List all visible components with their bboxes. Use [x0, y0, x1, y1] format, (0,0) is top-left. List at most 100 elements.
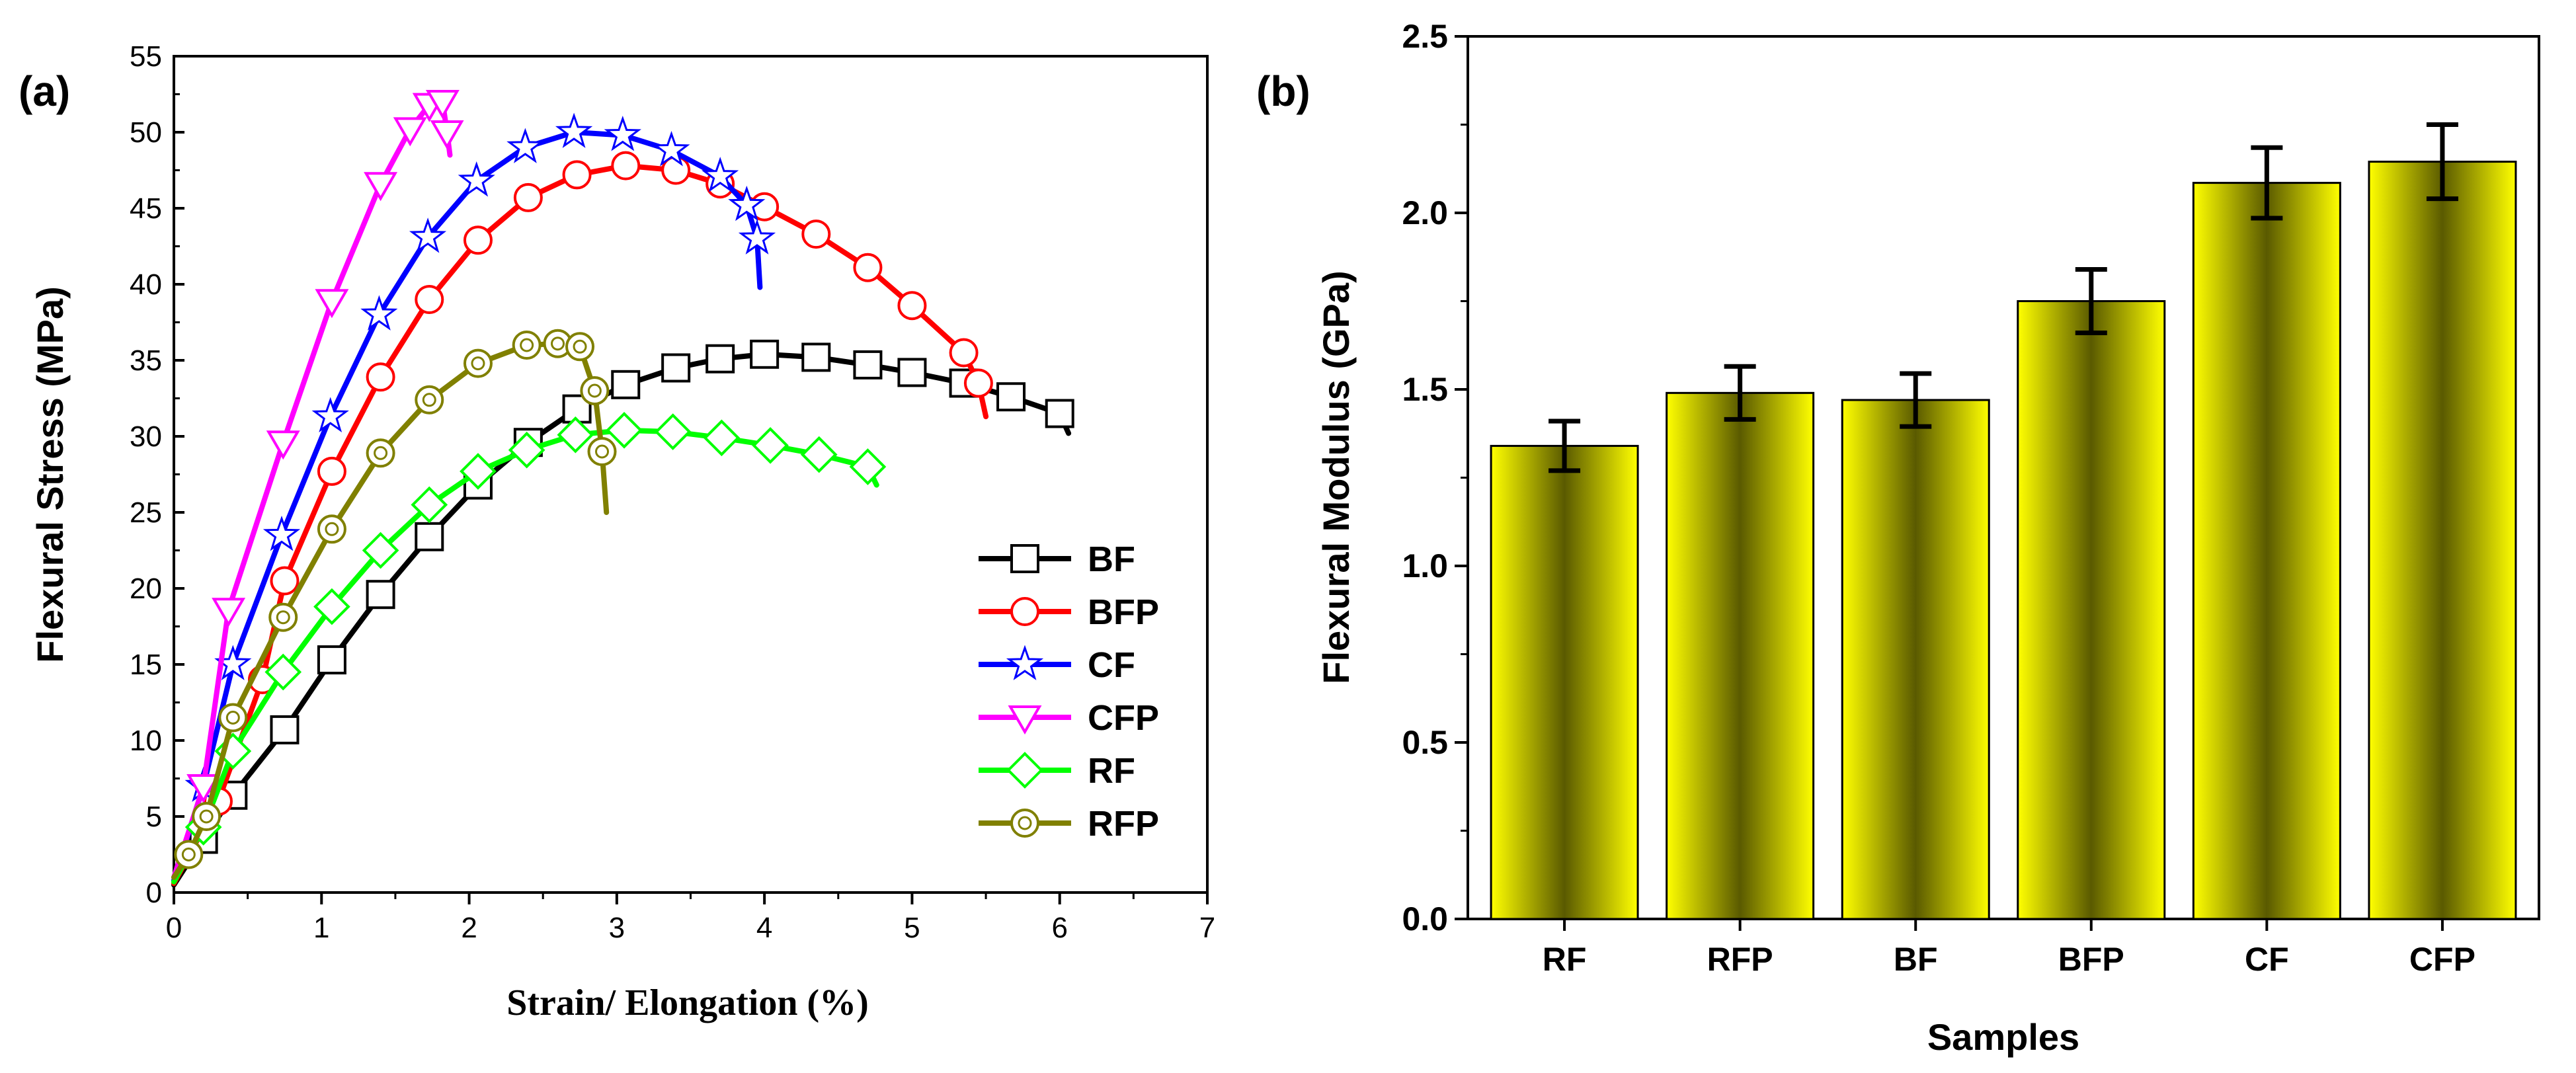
series-bfp-point — [611, 151, 641, 180]
series-cf-point — [458, 161, 495, 197]
series-rf-point — [313, 588, 350, 625]
legend-marker-rfp — [1010, 809, 1039, 838]
panel-b-y-tick-label: 1.5 — [1402, 371, 1448, 408]
series-bfp-point — [463, 225, 493, 255]
series-rfp-point-ring — [366, 438, 395, 468]
bar-bf — [1841, 371, 1990, 920]
series-bfp-point — [317, 456, 346, 486]
series-cf-point — [262, 515, 301, 551]
series-bfp-point — [513, 182, 543, 212]
panel-b-y-tick-label: 2.5 — [1402, 18, 1448, 55]
legend-label-bf: BF — [1088, 539, 1135, 579]
series-cfp-point — [186, 774, 221, 803]
series-rfp-point-ring — [512, 331, 542, 360]
panel-b-y-tick-label: 0.0 — [1402, 900, 1448, 937]
panel-a-y-tick-label: 20 — [130, 573, 162, 605]
bar-rf — [1490, 418, 1639, 920]
series-cf-point — [653, 131, 690, 167]
panel-a-y-tick-label: 25 — [130, 497, 162, 529]
legend-item-bf: BF — [979, 539, 1135, 579]
legend-item-cf: CF — [979, 645, 1135, 685]
panel-a-x-tick-label: 5 — [904, 912, 920, 944]
series-rfp-point-ring — [218, 703, 248, 733]
legend-label-rfp: RFP — [1088, 804, 1159, 844]
series-rfp-point — [463, 348, 493, 378]
legend-item-rf: RF — [979, 751, 1135, 791]
series-rf-point — [849, 448, 887, 485]
bar-bfp — [2017, 266, 2166, 920]
series-cf-point — [360, 295, 398, 331]
panel-a-x-tick-label: 1 — [313, 912, 329, 944]
panel-b-x-ticks: RF RFP BF BFP CF CFP — [1543, 919, 2475, 978]
legend-marker-rf — [1006, 752, 1043, 789]
panel-a-x-tick-label: 2 — [461, 912, 477, 944]
series-cfp-point — [393, 117, 427, 147]
series-cf-point — [506, 128, 544, 163]
panel-b-y-axis-title: Flexural Modulus (GPa) — [1315, 270, 1357, 684]
panel-b-y-tick-label: 0.5 — [1402, 724, 1448, 761]
panel-b-x-tick-label: CFP — [2409, 941, 2475, 978]
series-bf-point — [661, 353, 691, 383]
bar-rfp-rect — [1666, 391, 1815, 920]
legend-marker-rfp-core — [1018, 816, 1032, 830]
series-rf-point — [264, 653, 302, 691]
panel-a-x-ticks: 0 1 2 3 4 5 6 7 — [166, 893, 1215, 944]
legend-label-bfp: BFP — [1088, 592, 1159, 632]
bar-bfp-rect — [2017, 300, 2166, 920]
series-rfp-point-core — [595, 444, 610, 459]
panel-b-x-tick-label: BFP — [2058, 941, 2124, 978]
series-rfp-point-core — [225, 711, 240, 725]
legend-marker-bf — [1010, 544, 1039, 573]
series-rfp-point-ring — [268, 602, 298, 632]
legend-marker-rfp-ring — [1010, 809, 1039, 838]
panel-a-x-tick-label: 6 — [1051, 912, 1067, 944]
series-cfp — [171, 90, 464, 880]
series-bf-point — [415, 522, 444, 551]
series-bf-point — [801, 342, 831, 372]
panel-a-y-ticks: 0 5 10 15 20 25 30 35 40 45 50 55 — [130, 40, 184, 909]
panel-a-x-tick-label: 7 — [1199, 912, 1215, 944]
panel-b-x-tick-label: RF — [1543, 941, 1587, 978]
series-rfp-point-ring — [565, 332, 595, 362]
series-rfp-point-ring — [463, 348, 493, 378]
series-bf — [171, 339, 1074, 888]
panel-b-x-tick-label: BF — [1894, 941, 1938, 978]
series-bf-point — [750, 339, 780, 369]
panel-a-x-axis-title: Strain/ Elongation (%) — [506, 982, 869, 1023]
series-rfp-point-core — [199, 809, 214, 824]
series-cf-point — [702, 157, 739, 192]
panel-a-y-tick-label: 10 — [130, 725, 162, 757]
series-rfp-point — [565, 332, 595, 362]
panel-b-x-tick-label: RFP — [1707, 941, 1773, 978]
series-rfp-point-core — [551, 337, 565, 351]
bar-cf — [2192, 145, 2341, 920]
series-rfp-point — [366, 438, 395, 468]
series-rf-point — [654, 413, 692, 450]
legend-marker-cfp — [1008, 705, 1042, 735]
panel-a-y-tick-label: 40 — [130, 268, 162, 301]
panel-a-y-tick-label: 15 — [130, 649, 162, 681]
series-rfp-point — [317, 514, 346, 544]
series-cfp-point — [315, 289, 349, 319]
series-rf-point — [800, 436, 838, 473]
series-rf — [171, 411, 887, 885]
panel-b-x-axis-title: Samples — [1927, 1016, 2079, 1058]
legend-marker-cf — [1006, 645, 1044, 680]
series-cfp-point — [266, 430, 300, 460]
series-rfp-point-core — [374, 446, 388, 460]
series-bfp-point — [853, 253, 883, 282]
series-rfp-point-ring — [192, 802, 221, 831]
panel-b: (b) 0.0 0.5 1.0 1.5 2.0 2.5 RF RFP BF BFP CF CFP F… — [1256, 18, 2540, 1058]
series-rfp-point-ring — [587, 437, 617, 466]
panel-a-legend: BF BFP CF CFP RF RFP — [979, 539, 1159, 844]
series-cf-point — [738, 219, 776, 255]
legend-marker-bfp — [1010, 597, 1039, 626]
series-rfp-point — [580, 376, 610, 405]
series-bfp-point — [366, 362, 395, 392]
series-rf-point — [752, 426, 789, 464]
legend-label-rf: RF — [1088, 751, 1135, 791]
panel-a-label: (a) — [19, 67, 70, 115]
series-bfp-point — [801, 219, 831, 249]
panel-a-y-tick-label: 35 — [130, 344, 162, 377]
series-cfp-point — [425, 90, 460, 119]
